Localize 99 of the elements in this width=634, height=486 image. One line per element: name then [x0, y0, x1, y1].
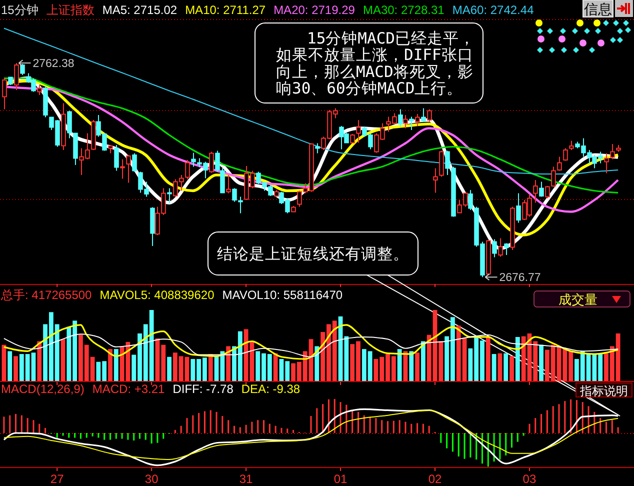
- x-tick-label: 01: [334, 472, 348, 486]
- text: DEA: -9.38: [241, 382, 300, 396]
- candlestick: [569, 140, 574, 150]
- candlestick: [421, 108, 426, 122]
- candlestick: [291, 206, 296, 213]
- candlestick: [61, 102, 66, 150]
- candlestick: [563, 148, 568, 162]
- candlestick: [439, 150, 444, 178]
- candlestick: [545, 186, 550, 199]
- bar: [515, 336, 520, 381]
- bar: [420, 341, 426, 381]
- bar: [60, 339, 66, 381]
- text: MACD: +3.21: [92, 382, 166, 396]
- candlestick: [539, 181, 544, 198]
- candlestick: [8, 76, 13, 86]
- candlestick: [398, 108, 403, 128]
- text: MA20: 2719.29: [274, 3, 356, 17]
- bar: [8, 351, 12, 381]
- bar: [37, 341, 42, 381]
- candlestick: [616, 144, 621, 152]
- candlestick: [2, 78, 7, 110]
- bar: [273, 353, 278, 381]
- bar: [486, 336, 490, 381]
- text: MAVOL5: 408839620: [100, 288, 215, 302]
- candlestick: [403, 114, 408, 129]
- candlestick: [37, 84, 42, 96]
- candlestick: [516, 192, 521, 224]
- bar: [108, 349, 112, 381]
- candlestick: [126, 154, 131, 184]
- annotation: 15分钟MACD已经走平，如果不放量上涨，DIFF张口向上，那么MACD将死叉，影响30、60分钟MACD上行。: [276, 29, 475, 98]
- candlestick: [43, 86, 48, 118]
- candlestick: [215, 150, 220, 172]
- text: 指标说明: [579, 384, 628, 398]
- bar: [114, 349, 118, 381]
- bar: [226, 346, 231, 381]
- candlestick: [498, 238, 503, 258]
- candlestick: [120, 158, 125, 180]
- chart-subtitle: 15分钟: [1, 3, 38, 17]
- candlestick: [533, 180, 538, 204]
- chart-title: 上证指数: [46, 3, 94, 17]
- chart-title: MACD(12,26,9): [1, 382, 84, 396]
- bar: [510, 356, 514, 381]
- candlestick: [409, 116, 414, 130]
- annotation: 结论是上证短线还有调整。: [217, 245, 409, 264]
- series-label: 总手: 417265500: [0, 288, 92, 302]
- candlestick: [415, 114, 420, 126]
- candlestick: [150, 206, 155, 246]
- candlestick: [209, 151, 214, 174]
- bar: [14, 356, 18, 381]
- bar: [504, 353, 508, 381]
- candlestick: [108, 144, 113, 154]
- x-tick-label: 31: [239, 472, 254, 486]
- candlestick: [551, 166, 556, 188]
- bar: [415, 352, 420, 381]
- candlestick: [238, 196, 243, 214]
- bar: [492, 354, 496, 381]
- candlestick: [315, 142, 320, 154]
- text: MA5: 2715.02: [102, 3, 178, 17]
- candlestick: [504, 242, 509, 256]
- x-tick-label: 30: [144, 472, 159, 486]
- candlestick: [220, 168, 225, 194]
- text: MA60: 2742.44: [452, 3, 534, 17]
- annotation: 2676.77: [499, 272, 541, 284]
- candlestick: [604, 152, 609, 174]
- text: MA10: 2711.27: [185, 3, 266, 17]
- candlestick: [557, 156, 562, 172]
- bar: [314, 346, 320, 381]
- x-tick-label: 03: [522, 472, 536, 486]
- candlestick: [191, 152, 196, 168]
- bar: [498, 353, 502, 381]
- candlestick: [226, 174, 231, 194]
- candlestick: [356, 120, 361, 144]
- bar: [409, 351, 414, 381]
- candlestick: [433, 168, 438, 194]
- candlestick: [350, 134, 355, 144]
- bar: [539, 344, 544, 381]
- text: 信息: [584, 1, 612, 17]
- x-tick-label: 27: [50, 472, 64, 486]
- text: 成交量: [558, 292, 598, 307]
- candlestick: [14, 62, 19, 90]
- x-tick-label: 02: [428, 472, 442, 486]
- candlestick: [20, 64, 25, 76]
- candlestick: [492, 238, 497, 258]
- text: MAVOL10: 558116470: [222, 288, 343, 302]
- candlestick: [114, 144, 119, 172]
- candlestick: [167, 188, 172, 204]
- text: MA30: 2728.31: [362, 3, 445, 17]
- candlestick: [232, 188, 237, 202]
- candlestick: [510, 206, 515, 250]
- candlestick: [185, 160, 190, 180]
- candlestick: [274, 190, 279, 198]
- bar: [397, 349, 402, 381]
- candlestick: [610, 144, 615, 160]
- candlestick: [427, 108, 432, 122]
- annotation: 2762.38: [32, 58, 74, 70]
- candlestick: [132, 152, 137, 172]
- bar: [167, 356, 172, 381]
- text: DIFF: -7.78: [172, 382, 234, 396]
- candlestick: [486, 240, 491, 276]
